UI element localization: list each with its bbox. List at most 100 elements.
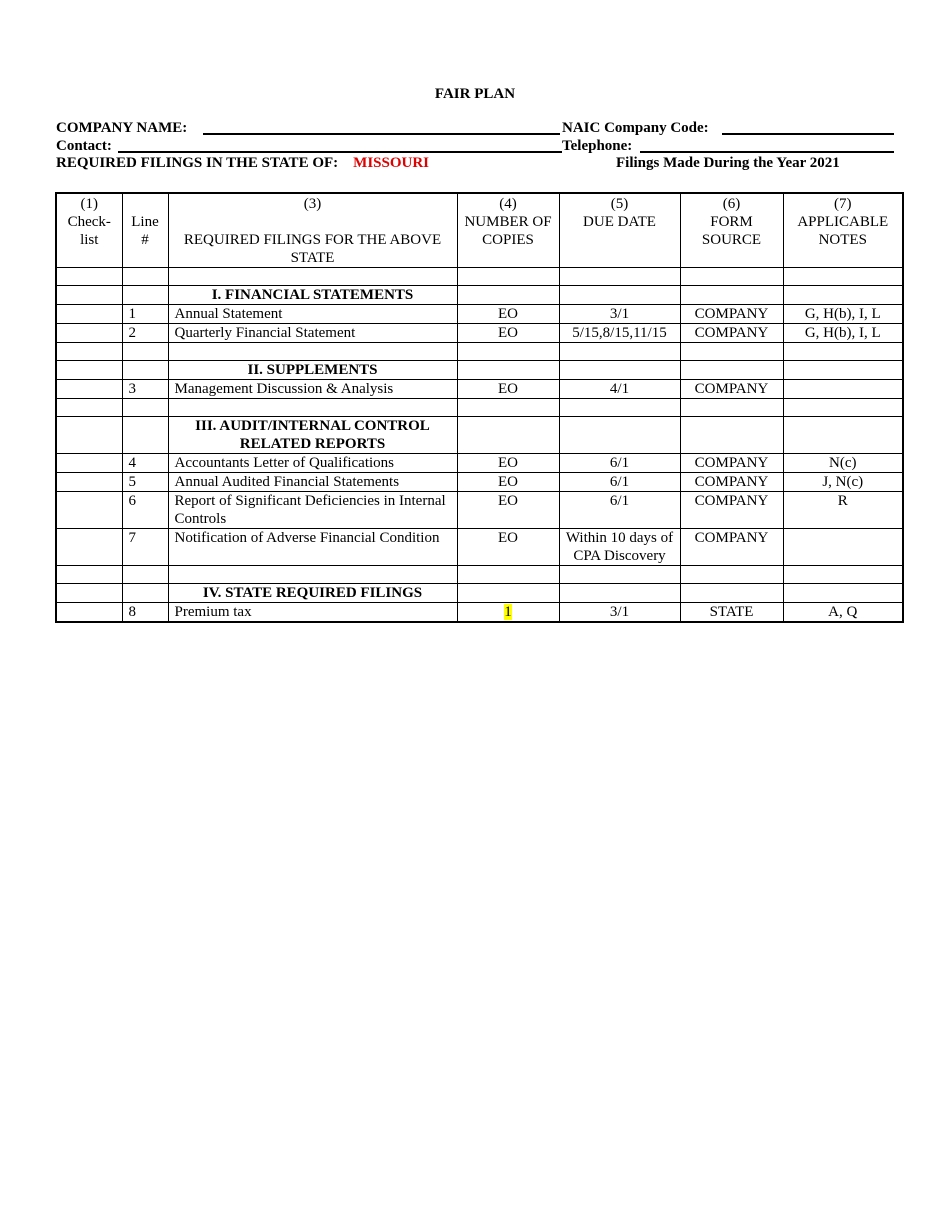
- line-number: 4: [121, 453, 169, 473]
- column-header: (1) Check- list: [55, 192, 123, 268]
- column-number: (1): [80, 196, 99, 212]
- copies-cell: EO: [456, 379, 560, 399]
- empty-cell: [558, 416, 681, 454]
- empty-cell: [558, 360, 681, 380]
- due-date: 3/1: [558, 602, 681, 623]
- empty-cell: [456, 342, 560, 361]
- due-date: 6/1: [558, 453, 681, 473]
- applicable-notes: G, H(b), I, L: [782, 323, 904, 343]
- checklist-cell[interactable]: [55, 602, 123, 623]
- empty-cell: [782, 285, 904, 305]
- empty-cell: [558, 565, 681, 584]
- empty-cell: [782, 583, 904, 603]
- checklist-cell[interactable]: [55, 304, 123, 324]
- contact-field[interactable]: [118, 151, 562, 153]
- section-row: IV. STATE REQUIRED FILINGS: [55, 583, 904, 603]
- copies-cell: 1: [456, 602, 560, 623]
- state-label: REQUIRED FILINGS IN THE STATE OF:: [56, 155, 339, 171]
- column-number: [129, 195, 162, 213]
- telephone-field[interactable]: [640, 151, 894, 153]
- empty-cell: [782, 565, 904, 584]
- empty-cell: [121, 342, 169, 361]
- checklist-cell[interactable]: [55, 379, 123, 399]
- column-label: FORM SOURCE: [701, 214, 762, 248]
- company-name-field[interactable]: [203, 133, 560, 135]
- checklist-cell[interactable]: [55, 285, 123, 305]
- due-date: Within 10 days of CPA Discovery: [558, 528, 681, 566]
- form-source: STATE: [679, 602, 784, 623]
- section-title: I. FINANCIAL STATEMENTS: [167, 285, 458, 305]
- checklist-cell[interactable]: [55, 453, 123, 473]
- filing-name: Premium tax: [167, 602, 458, 623]
- line-cell: [121, 360, 169, 380]
- naic-code-field[interactable]: [722, 133, 894, 135]
- empty-cell: [782, 398, 904, 417]
- empty-cell: [558, 342, 681, 361]
- filing-name: Quarterly Financial Statement: [167, 323, 458, 343]
- copies-value: EO: [498, 455, 518, 471]
- checklist-cell[interactable]: [55, 472, 123, 492]
- checklist-cell[interactable]: [55, 491, 123, 529]
- due-date: 3/1: [558, 304, 681, 324]
- column-header: (7) APPLICABLE NOTES: [782, 192, 904, 268]
- column-number: (3): [303, 196, 322, 212]
- table-header-row: (1) Check- list Line # (3) REQUIRED FILINGS…: [55, 192, 904, 268]
- empty-cell: [558, 398, 681, 417]
- form-source: COMPANY: [679, 453, 784, 473]
- table-row: 5 Annual Audited Financial Statements EO 6/…: [55, 472, 904, 492]
- column-number: (5): [610, 196, 629, 212]
- line-number: 7: [121, 528, 169, 566]
- filing-name: Management Discussion & Analysis: [167, 379, 458, 399]
- empty-cell: [55, 342, 123, 361]
- copies-value: EO: [498, 530, 518, 546]
- filing-name: Annual Statement: [167, 304, 458, 324]
- empty-cell: [782, 342, 904, 361]
- empty-cell: [55, 398, 123, 417]
- column-label: Check- list: [67, 214, 111, 248]
- empty-cell: [679, 342, 784, 361]
- line-number: 8: [121, 602, 169, 623]
- applicable-notes: A, Q: [782, 602, 904, 623]
- table-row: 7 Notification of Adverse Financial Condi…: [55, 528, 904, 566]
- empty-cell: [679, 416, 784, 454]
- blank-row: [55, 267, 904, 286]
- section-row: I. FINANCIAL STATEMENTS: [55, 285, 904, 305]
- empty-cell: [782, 267, 904, 286]
- checklist-cell[interactable]: [55, 416, 123, 454]
- empty-cell: [558, 267, 681, 286]
- empty-cell: [55, 267, 123, 286]
- due-date: 6/1: [558, 472, 681, 492]
- applicable-notes: R: [782, 491, 904, 529]
- empty-cell: [456, 416, 560, 454]
- due-date: 4/1: [558, 379, 681, 399]
- checklist-cell[interactable]: [55, 360, 123, 380]
- empty-cell: [456, 565, 560, 584]
- form-source: COMPANY: [679, 304, 784, 324]
- checklist-cell[interactable]: [55, 583, 123, 603]
- copies-value: EO: [498, 493, 518, 509]
- empty-cell: [558, 583, 681, 603]
- filings-table: (1) Check- list Line # (3) REQUIRED FILINGS…: [55, 192, 904, 623]
- empty-cell: [456, 285, 560, 305]
- column-header: (3) REQUIRED FILINGS FOR THE ABOVE STATE: [167, 192, 458, 268]
- telephone-label: Telephone:: [562, 138, 633, 154]
- section-title: III. AUDIT/INTERNAL CONTROL RELATED REPO…: [167, 416, 458, 454]
- checklist-cell[interactable]: [55, 528, 123, 566]
- copies-cell: EO: [456, 453, 560, 473]
- filing-name: Report of Significant Deficiencies in In…: [167, 491, 458, 529]
- empty-cell: [167, 565, 458, 584]
- copies-cell: EO: [456, 491, 560, 529]
- column-label: Line #: [131, 214, 159, 248]
- empty-cell: [121, 398, 169, 417]
- applicable-notes: [782, 528, 904, 566]
- checklist-cell[interactable]: [55, 323, 123, 343]
- column-label: DUE DATE: [583, 214, 656, 230]
- copies-cell: EO: [456, 528, 560, 566]
- empty-cell: [121, 565, 169, 584]
- copies-value: EO: [498, 474, 518, 490]
- table-row: 3 Management Discussion & Analysis EO 4/1 CO…: [55, 379, 904, 399]
- line-number: 6: [121, 491, 169, 529]
- empty-cell: [679, 565, 784, 584]
- empty-cell: [679, 398, 784, 417]
- form-source: COMPANY: [679, 323, 784, 343]
